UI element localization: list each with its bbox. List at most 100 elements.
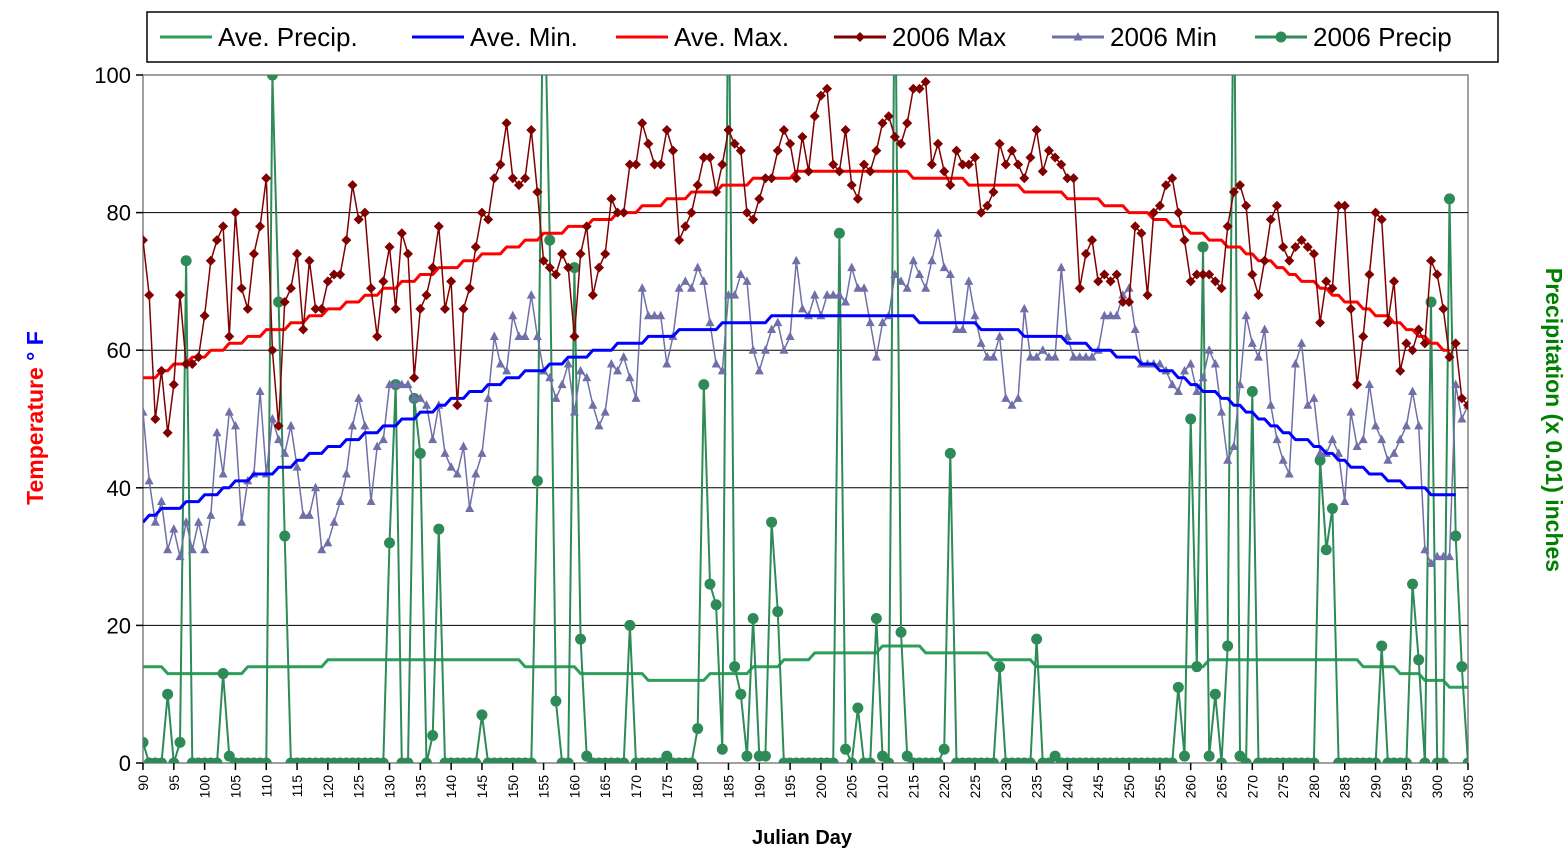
data-point: [581, 221, 592, 232]
data-point: [921, 283, 931, 292]
data-point: [1370, 207, 1381, 218]
data-point: [1235, 379, 1245, 389]
data-point: [791, 173, 802, 184]
data-point: [1222, 221, 1233, 232]
data-point: [1437, 757, 1449, 763]
data-point: [575, 248, 586, 259]
data-point: [896, 138, 907, 149]
data-point: [878, 317, 888, 327]
data-point: [920, 76, 931, 87]
x-tick-label: 185: [720, 775, 736, 799]
data-point: [446, 462, 456, 471]
data-point: [458, 441, 468, 451]
series-layer: [143, 75, 1540, 763]
data-point: [316, 303, 327, 314]
data-point: [384, 537, 396, 549]
data-point: [1297, 338, 1307, 347]
data-point: [1173, 207, 1184, 218]
data-point: [1025, 152, 1036, 163]
data-point: [1408, 386, 1418, 395]
data-point: [255, 221, 266, 232]
data-point: [248, 248, 259, 259]
data-point: [1358, 331, 1369, 342]
legend-item-precip-2006: 2006 Precip: [1255, 22, 1452, 52]
data-point: [631, 393, 641, 402]
data-point: [1352, 441, 1362, 451]
data-point: [759, 750, 771, 762]
data-point: [1241, 200, 1252, 211]
data-point: [624, 159, 635, 170]
data-point: [156, 365, 167, 376]
data-point: [1209, 688, 1221, 700]
data-point: [797, 131, 808, 142]
data-point: [1087, 235, 1098, 246]
data-point: [822, 290, 832, 299]
data-point: [452, 400, 463, 411]
data-point: [359, 207, 370, 218]
data-point: [1500, 325, 1510, 335]
data-point: [322, 276, 333, 287]
data-point: [1395, 434, 1405, 444]
data-point: [175, 551, 185, 561]
data-point: [1463, 400, 1468, 411]
data-point: [1099, 269, 1110, 280]
data-point: [409, 372, 420, 383]
data-point: [618, 207, 629, 218]
data-point: [1419, 338, 1430, 349]
data-point: [619, 352, 629, 361]
data-point: [668, 145, 678, 156]
data-point: [1038, 345, 1048, 354]
data-point: [470, 757, 482, 763]
data-point: [1488, 531, 1497, 540]
data-point: [1376, 214, 1387, 225]
data-point: [237, 517, 247, 526]
data-point: [976, 338, 986, 347]
x-tick-label: 225: [967, 775, 983, 799]
data-point: [1389, 448, 1399, 457]
data-point: [951, 324, 961, 334]
data-point: [587, 290, 598, 301]
data-point: [212, 427, 222, 437]
data-point: [1253, 352, 1263, 361]
data-point: [531, 475, 543, 487]
data-point: [242, 303, 253, 314]
data-point: [742, 276, 752, 285]
data-point: [285, 283, 296, 294]
data-point: [1407, 578, 1419, 590]
data-point: [354, 393, 364, 402]
data-point: [1525, 455, 1534, 464]
data-point: [1266, 400, 1276, 409]
data-point: [1105, 276, 1116, 287]
data-point: [255, 386, 265, 395]
data-point: [1074, 283, 1085, 294]
data-point: [1216, 407, 1226, 416]
data-point: [1382, 317, 1393, 328]
data-point: [1050, 152, 1061, 163]
data-point: [773, 317, 783, 327]
data-point: [1419, 757, 1431, 763]
data-point: [680, 276, 690, 285]
data-point: [446, 276, 457, 287]
data-point: [853, 283, 863, 292]
y-tick-label: 40: [107, 476, 131, 501]
data-point: [1426, 255, 1437, 266]
data-point: [279, 297, 290, 308]
data-point: [174, 736, 186, 748]
data-point: [1414, 420, 1424, 430]
data-point: [507, 173, 518, 184]
data-point: [1130, 324, 1140, 334]
data-point: [698, 152, 709, 163]
data-point: [563, 262, 574, 273]
data-point: [704, 152, 715, 163]
data-point: [428, 434, 438, 444]
data-point: [174, 290, 185, 301]
data-point: [1531, 483, 1540, 492]
data-point: [1389, 276, 1400, 287]
data-point: [859, 283, 869, 292]
data-point: [1475, 421, 1485, 431]
series-ave-min: [143, 314, 1456, 524]
data-point: [914, 83, 925, 94]
data-point: [1081, 352, 1091, 361]
data-point: [205, 255, 216, 266]
data-point: [1222, 640, 1234, 652]
